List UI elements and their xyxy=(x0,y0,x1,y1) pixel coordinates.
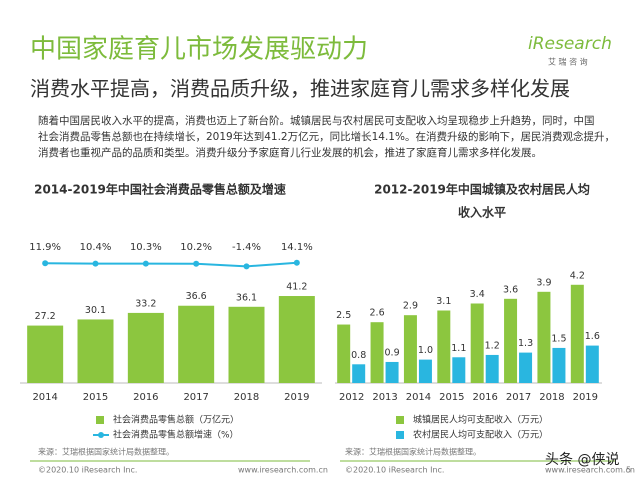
chart-title: 收入水平 xyxy=(458,205,506,220)
x-tick-label: 2016 xyxy=(133,392,158,403)
url: www.iresearch.com.cn xyxy=(545,466,635,475)
data-label: 1.5 xyxy=(551,333,566,344)
data-label: 3.1 xyxy=(436,296,451,307)
x-tick-label: 2015 xyxy=(439,392,464,403)
bar xyxy=(178,305,215,383)
paragraph: 随着中国居民收入水平的提高，消费也迈上了新台阶。城镇居民与农村居民可支配收入均呈… xyxy=(38,114,595,127)
legend-label: 城镇居民人均可支配收入（万元） xyxy=(413,414,548,426)
data-label: 3.6 xyxy=(503,284,518,295)
data-label: 14.1% xyxy=(281,242,313,253)
data-label: 1.2 xyxy=(485,340,500,351)
data-label: 41.2 xyxy=(286,282,307,293)
data-label: 10.2% xyxy=(180,242,212,253)
logo-cn: 艾 瑞 咨 询 xyxy=(548,57,588,67)
data-label: 4.2 xyxy=(570,270,585,281)
bar xyxy=(127,312,164,383)
line xyxy=(45,261,297,268)
copyright: ©2020.10 iResearch Inc. xyxy=(38,466,137,475)
data-label: 3.4 xyxy=(470,289,485,300)
legend-swatch xyxy=(96,416,104,424)
paragraph: 消费者也重视产品的品质和类型。消费升级分予家庭育儿行业发展的机会，推进了家庭育儿… xyxy=(38,146,542,159)
x-tick-label: 2019 xyxy=(573,392,598,403)
title: 中国家庭育儿市场发展驱动力 xyxy=(30,35,368,65)
bar xyxy=(504,298,518,383)
data-label: 36.1 xyxy=(236,292,257,303)
data-label: -1.4% xyxy=(232,242,261,253)
bar xyxy=(278,296,315,383)
data-label: 1.3 xyxy=(518,338,533,349)
data-label: 27.2 xyxy=(35,311,56,322)
x-tick-label: 2018 xyxy=(234,392,259,403)
x-tick-label: 2019 xyxy=(284,392,309,403)
point xyxy=(92,260,99,267)
logo: iResearch xyxy=(528,34,612,54)
data-label: 10.4% xyxy=(80,242,112,253)
bar xyxy=(552,347,566,383)
bar xyxy=(228,306,265,383)
bar xyxy=(403,315,417,383)
chart-title: 2012-2019年中国城镇及农村居民人均 xyxy=(374,182,590,197)
bar xyxy=(437,310,451,383)
bar xyxy=(570,284,584,383)
legend-dot xyxy=(98,432,104,438)
legend-label: 社会消费品零售总额（万亿元） xyxy=(113,414,239,426)
x-tick-label: 2018 xyxy=(539,392,564,403)
legend-label: 农村居民人均可支配收入（万元） xyxy=(413,429,548,441)
legend-swatch xyxy=(396,416,404,424)
x-tick-label: 2017 xyxy=(506,392,531,403)
chart-title: 2014-2019年中国社会消费品零售总额及增速 xyxy=(34,182,286,197)
bar xyxy=(418,359,432,383)
bar xyxy=(337,324,351,383)
legend-swatch xyxy=(396,431,404,439)
point xyxy=(193,260,200,267)
paragraph: 社会消费品零售总额也在持续增长，2019年达到41.2万亿元，同比增长14.1%… xyxy=(38,130,615,143)
data-label: 0.8 xyxy=(351,350,366,361)
bar xyxy=(519,352,533,383)
data-label: 2.9 xyxy=(403,301,418,312)
point xyxy=(243,263,250,270)
bar xyxy=(470,303,484,383)
data-label: 1.1 xyxy=(451,343,466,354)
bar xyxy=(352,364,366,383)
x-tick-label: 2012 xyxy=(339,392,364,403)
data-label: 11.9% xyxy=(29,242,61,253)
copyright: ©2020.10 iResearch Inc. xyxy=(345,466,444,475)
x-tick-label: 2014 xyxy=(32,392,57,403)
source: 来源：艾瑞根据国家统计局数据整理。 xyxy=(38,447,174,457)
x-tick-label: 2016 xyxy=(472,392,497,403)
x-tick-label: 2013 xyxy=(372,392,397,403)
data-label: 3.9 xyxy=(536,277,551,288)
x-tick-label: 2015 xyxy=(83,392,108,403)
data-label: 2.6 xyxy=(370,308,385,319)
data-label: 30.1 xyxy=(85,305,106,316)
bar xyxy=(585,345,599,383)
x-tick-label: 2014 xyxy=(406,392,431,403)
bar xyxy=(77,319,114,383)
point xyxy=(42,260,49,267)
watermark: 头条 @侠说 xyxy=(545,451,619,468)
bar xyxy=(385,361,399,383)
bar xyxy=(370,322,384,383)
page-number: 5 xyxy=(626,466,631,475)
bar xyxy=(485,354,499,383)
x-tick-label: 2017 xyxy=(183,392,208,403)
data-label: 2.5 xyxy=(336,310,351,321)
point xyxy=(293,259,300,266)
data-label: 0.9 xyxy=(385,347,400,358)
data-label: 36.6 xyxy=(186,291,207,302)
bar xyxy=(452,357,466,383)
bar xyxy=(27,325,64,383)
data-label: 33.2 xyxy=(135,298,156,309)
data-label: 10.3% xyxy=(130,242,162,253)
legend-label: 社会消费品零售总额增速（%） xyxy=(113,429,239,441)
source: 来源：艾瑞根据国家统计局数据整理。 xyxy=(345,447,481,457)
point xyxy=(142,260,149,267)
url: www.iresearch.com.cn xyxy=(238,466,328,475)
data-label: 1.0 xyxy=(418,345,433,356)
bar xyxy=(537,291,551,383)
subtitle: 消费水平提高，消费品质升级，推进家庭育儿需求多样化发展 xyxy=(30,77,570,101)
data-label: 1.6 xyxy=(585,331,600,342)
